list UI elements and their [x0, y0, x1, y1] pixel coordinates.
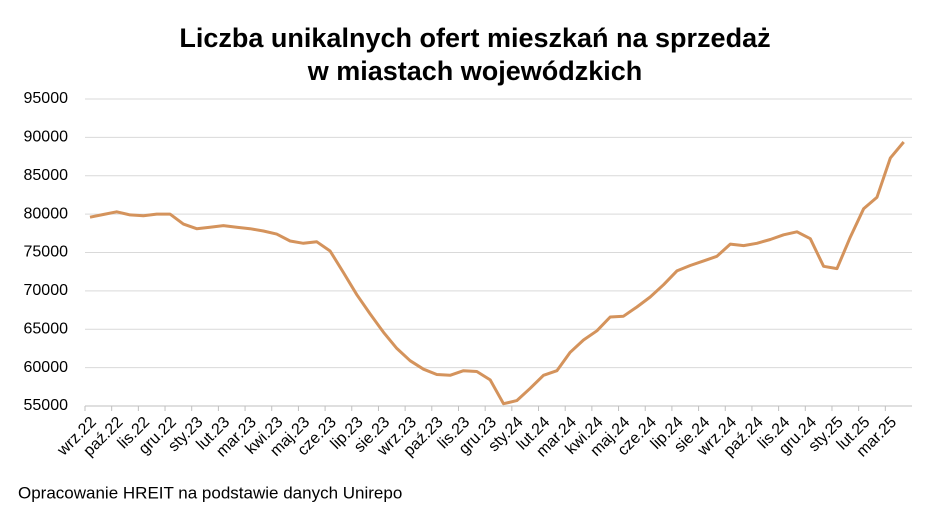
- source: Opracowanie HREIT na podstawie danych Un…: [18, 483, 402, 502]
- y-tick-label: 85000: [24, 167, 69, 184]
- y-tick-label: 65000: [24, 320, 69, 337]
- y-tick-label: 90000: [24, 129, 69, 146]
- line-series: [89, 141, 905, 406]
- chart-title: Liczba unikalnych ofert mieszkań na sprz…: [179, 23, 771, 86]
- y-tick-label: 55000: [24, 397, 69, 414]
- y-tick-label: 75000: [24, 244, 69, 261]
- y-tick-label: 70000: [24, 282, 69, 299]
- y-tick-label: 95000: [24, 90, 69, 107]
- y-tick-label: 60000: [24, 359, 69, 376]
- y-tick-label: 80000: [24, 205, 69, 222]
